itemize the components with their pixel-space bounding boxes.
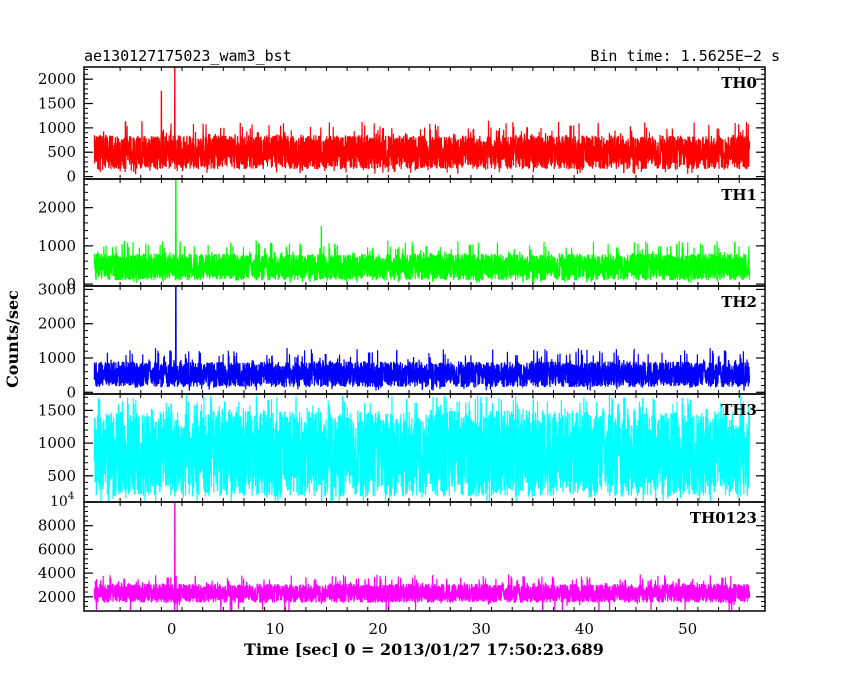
series-label: TH1 xyxy=(721,186,757,204)
y-exponent-label: 104 xyxy=(50,491,74,510)
series-line-th1 xyxy=(93,179,751,283)
panel-th2: 0 1000 2000 3000 TH2 xyxy=(38,280,766,401)
series-label: TH2 xyxy=(721,293,757,311)
series-line-th0123 xyxy=(93,502,751,611)
y-axis-label: Counts/sec xyxy=(3,290,22,388)
x-tick-label: 10 xyxy=(265,620,284,638)
series-label: TH0 xyxy=(721,74,757,92)
panels: 0 500 1000 1500 2000 TH0 0 1000 2000 TH1 0 1000 2000… xyxy=(38,66,766,612)
x-tick-label: 30 xyxy=(472,620,491,638)
y-tick-label: 0 xyxy=(66,275,76,293)
y-tick-label: 500 xyxy=(47,467,76,485)
y-tick-label: 500 xyxy=(47,143,76,161)
series-line-th0 xyxy=(93,67,751,175)
x-axis: 0 10 20 30 40 50 xyxy=(167,620,697,638)
y-tick-label: 8000 xyxy=(38,517,76,535)
panel-frame xyxy=(83,501,766,612)
y-tick-label: 2000 xyxy=(38,588,76,606)
y-tick-label: 1500 xyxy=(38,401,76,419)
y-tick-label: 2000 xyxy=(38,70,76,88)
panel-th0: 0 500 1000 1500 2000 TH0 xyxy=(38,66,766,186)
y-tick-label: 0 xyxy=(66,383,76,401)
y-tick-label: 1000 xyxy=(38,237,76,255)
bin-time-label: Bin time: 1.5625E−2 s xyxy=(590,47,780,65)
panel-th0123: 2000 4000 6000 8000 TH0123 104 xyxy=(38,491,766,612)
y-tick-label: 2000 xyxy=(38,315,76,333)
y-tick-label: 0 xyxy=(66,168,76,186)
series-line-th2 xyxy=(93,286,751,391)
x-axis-label: Time [sec] 0 = 2013/01/27 17:50:23.689 xyxy=(244,640,604,659)
x-tick-label: 0 xyxy=(167,620,177,638)
series-label: TH0123 xyxy=(690,509,757,527)
series-line-th3 xyxy=(93,394,751,502)
y-tick-label: 3000 xyxy=(38,280,76,298)
y-tick-label: 6000 xyxy=(38,540,76,558)
y-tick-label: 1500 xyxy=(38,95,76,113)
x-tick-label: 50 xyxy=(678,620,697,638)
y-tick-label: 1000 xyxy=(38,434,76,452)
y-tick-label: 2000 xyxy=(38,199,76,217)
panel-th1: 0 1000 2000 TH1 xyxy=(38,178,766,293)
panel-th3: 500 1000 1500 TH3 xyxy=(38,393,766,503)
series-label: TH3 xyxy=(721,401,757,419)
x-tick-label: 40 xyxy=(575,620,594,638)
x-tick-label: 20 xyxy=(369,620,388,638)
y-tick-label: 1000 xyxy=(38,349,76,367)
y-tick-label: 1000 xyxy=(38,119,76,137)
y-tick-label: 4000 xyxy=(38,564,76,582)
y-exponent-sup: 4 xyxy=(68,491,74,502)
plot-title: ae130127175023_wam3_bst xyxy=(84,47,292,65)
